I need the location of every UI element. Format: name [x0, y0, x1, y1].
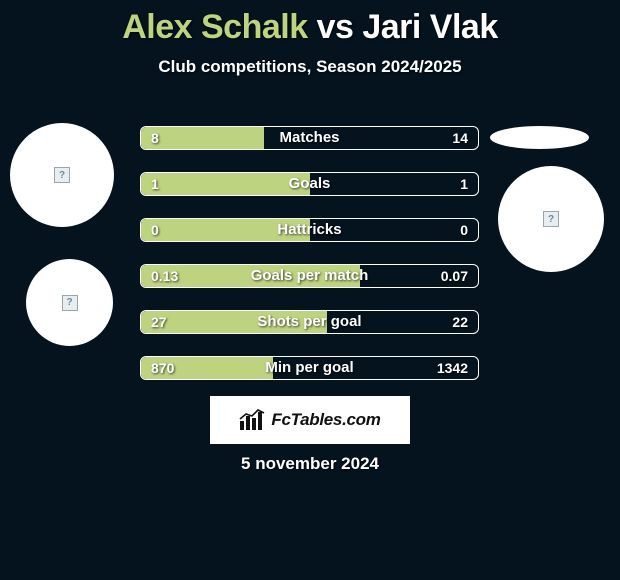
placeholder-icon: ?: [62, 295, 78, 311]
stat-value-right: 1: [450, 173, 478, 196]
title-vs: vs: [317, 8, 354, 46]
stat-value-right: 1342: [427, 357, 478, 380]
comparison-bars: 8Matches14 1Goals1 0Hattricks0 0.13Goals pe…: [140, 126, 479, 402]
subtitle: Club competitions, Season 2024/2025: [0, 57, 620, 77]
stat-row: 27Shots per goal22: [140, 310, 479, 334]
brand-text: FcTables.com: [271, 410, 380, 430]
page-title: Alex Schalk vs Jari Vlak: [0, 0, 620, 47]
title-player-left: Alex Schalk: [122, 8, 307, 46]
placeholder-icon: ?: [54, 167, 70, 183]
stat-row: 0.13Goals per match0.07: [140, 264, 479, 288]
date-text: 5 november 2024: [0, 454, 620, 474]
avatar-circle: ?: [10, 123, 114, 227]
brand-attribution: FcTables.com: [210, 396, 410, 444]
avatar-circle: ?: [26, 259, 113, 346]
stat-row: 8Matches14: [140, 126, 479, 150]
stat-row: 1Goals1: [140, 172, 479, 196]
stat-value-right: 0: [450, 219, 478, 242]
stat-value-right: 0.07: [431, 265, 478, 288]
stat-label: Goals: [141, 173, 478, 196]
stat-label: Hattricks: [141, 219, 478, 242]
stat-row: 0Hattricks0: [140, 218, 479, 242]
chart-icon: [239, 409, 265, 431]
stat-label: Shots per goal: [141, 311, 478, 334]
stat-value-right: 22: [442, 311, 478, 334]
avatar-circle: ?: [498, 166, 604, 272]
stat-row: 870Min per goal1342: [140, 356, 479, 380]
title-player-right: Jari Vlak: [362, 8, 497, 46]
stat-label: Matches: [141, 127, 478, 150]
placeholder-icon: ?: [543, 211, 559, 227]
avatar-oval: [490, 126, 589, 149]
stat-value-right: 14: [442, 127, 478, 150]
stat-label: Goals per match: [141, 265, 478, 288]
